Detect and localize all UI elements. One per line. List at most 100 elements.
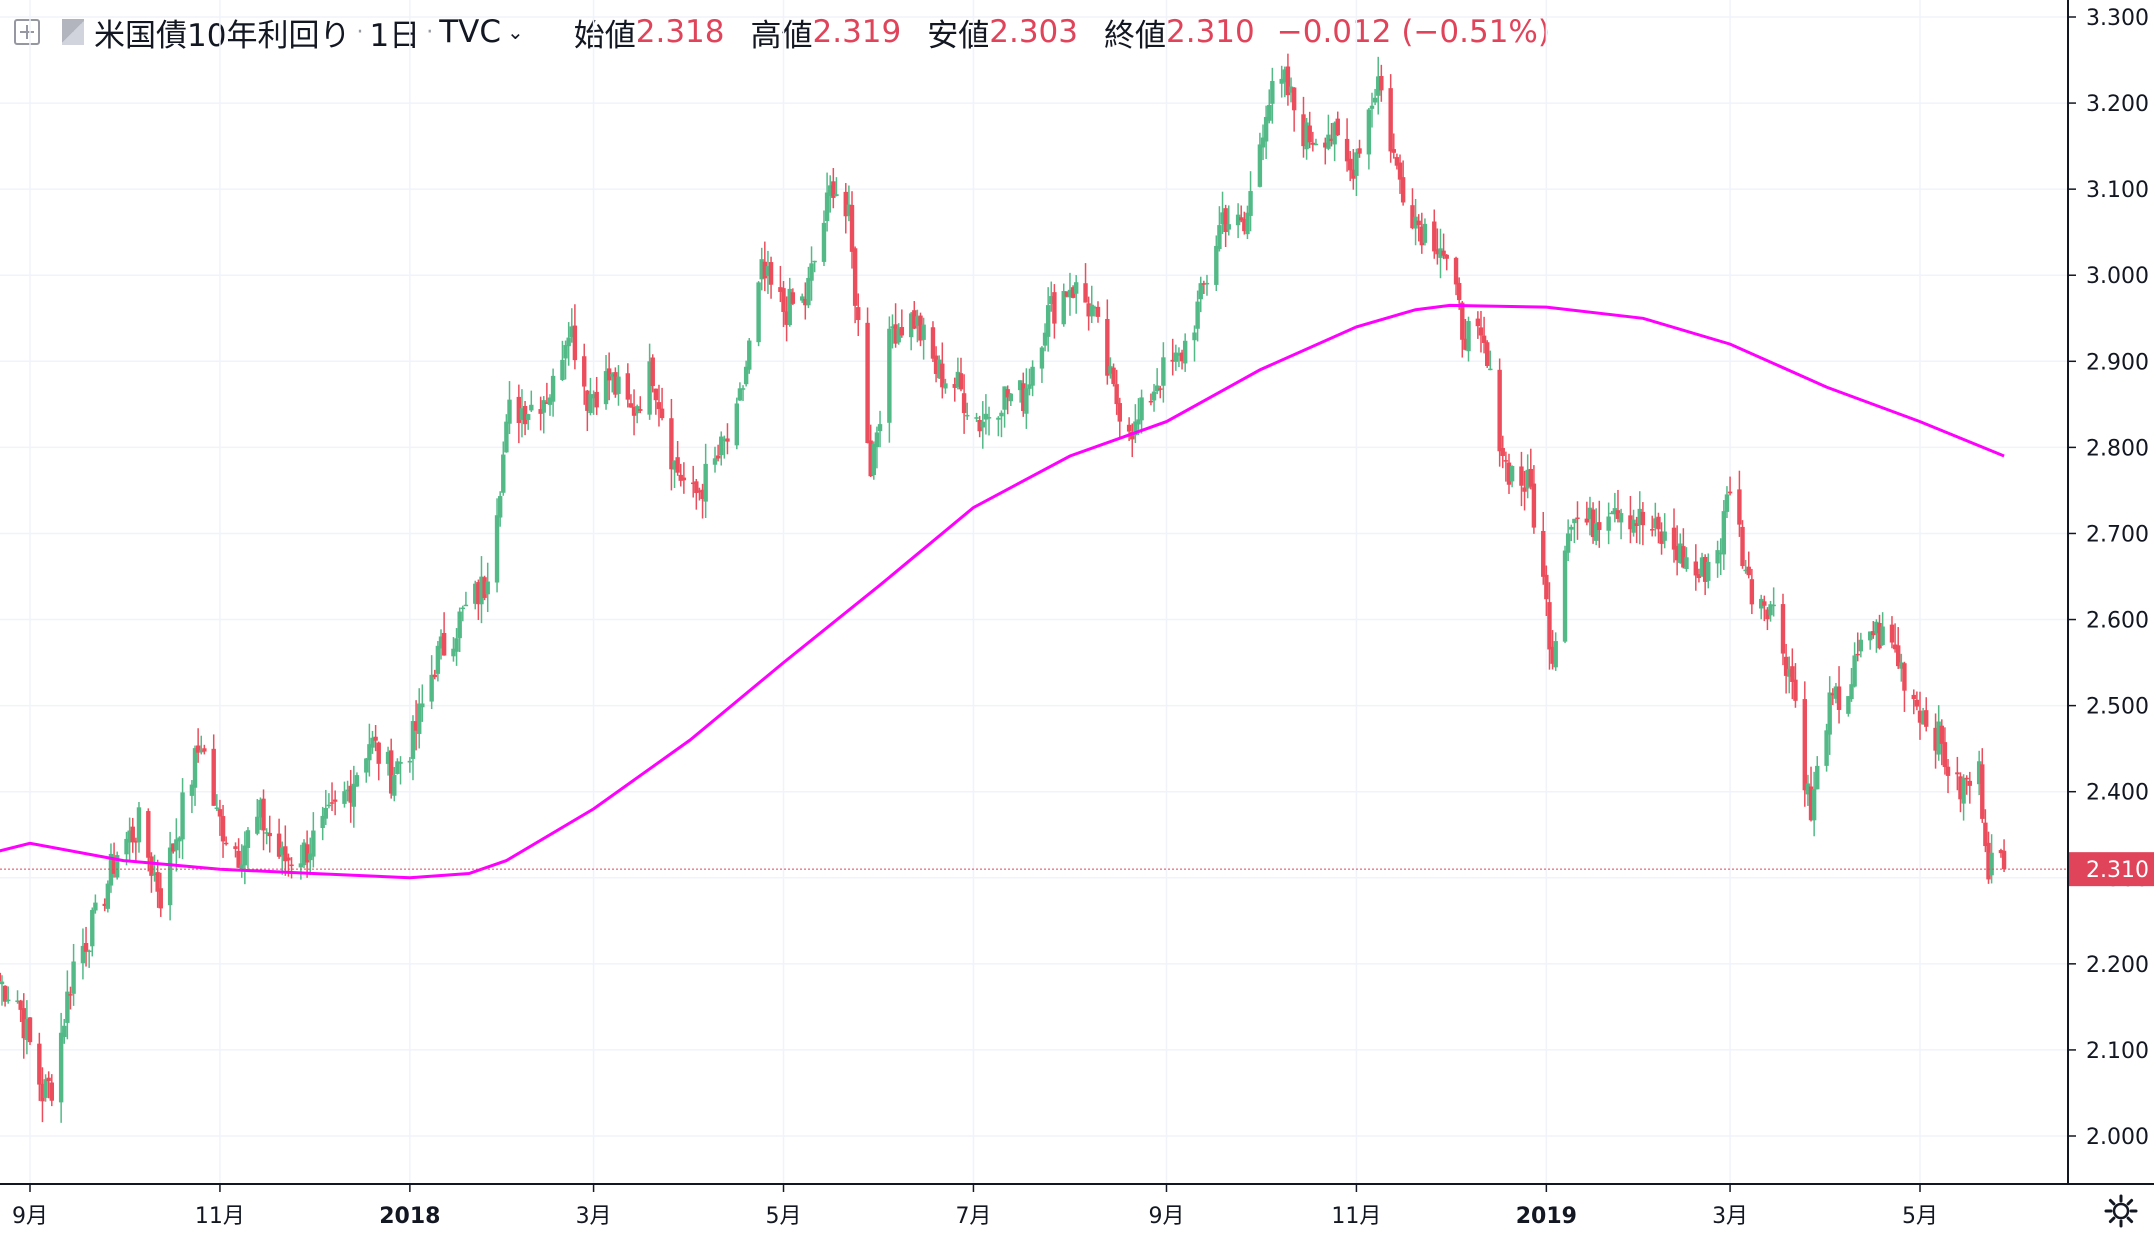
candle-body bbox=[1432, 221, 1437, 252]
candle-body bbox=[62, 1025, 67, 1038]
candle-body bbox=[43, 1079, 48, 1098]
candle-body bbox=[961, 393, 967, 414]
source-label[interactable]: TVC bbox=[439, 14, 501, 50]
candle-body bbox=[908, 313, 914, 338]
settings-gear-icon[interactable] bbox=[2104, 1194, 2138, 1228]
candle-body bbox=[1572, 518, 1577, 524]
candle-body bbox=[1593, 523, 1599, 541]
candle-body bbox=[659, 408, 665, 419]
symbol-name[interactable]: 米国債10年利回り bbox=[94, 17, 351, 54]
candle-body bbox=[1936, 721, 1941, 755]
candle-body bbox=[912, 310, 917, 329]
candle-body bbox=[80, 945, 86, 964]
candle-body bbox=[1650, 529, 1655, 531]
candle-body bbox=[413, 721, 419, 731]
candle-body bbox=[264, 832, 269, 834]
moving-average-line bbox=[0, 303, 2005, 880]
candle-body bbox=[1497, 369, 1502, 452]
candle-body bbox=[1615, 510, 1621, 519]
candle-body bbox=[1161, 357, 1166, 386]
candle-body bbox=[1892, 644, 1898, 650]
candle-body bbox=[1288, 86, 1294, 93]
y-tick-label: 2.400 bbox=[2086, 781, 2149, 806]
candle-body bbox=[501, 454, 506, 493]
candle-body bbox=[1986, 842, 1991, 880]
candle-body bbox=[177, 837, 182, 842]
candle-body bbox=[1696, 574, 1702, 579]
candle-body bbox=[977, 420, 982, 432]
candle-body bbox=[1133, 421, 1138, 436]
candle-body bbox=[943, 383, 948, 389]
candle-body bbox=[326, 804, 332, 807]
candle-body bbox=[1313, 143, 1319, 146]
candle-body bbox=[672, 460, 677, 470]
candle-body bbox=[980, 421, 985, 428]
candle-body bbox=[1021, 383, 1026, 412]
candle-body bbox=[1597, 522, 1602, 530]
candle-body bbox=[610, 374, 615, 377]
x-tick-label: 5月 bbox=[766, 1204, 802, 1229]
close-label: 終値 bbox=[1104, 17, 1166, 54]
candle-body bbox=[1802, 699, 1807, 791]
candle-body bbox=[1771, 604, 1776, 607]
candle-body bbox=[71, 961, 76, 994]
candle-body bbox=[454, 638, 459, 652]
candle-body bbox=[824, 192, 830, 222]
candle-body bbox=[1780, 604, 1786, 654]
high-label: 高値 bbox=[750, 17, 813, 54]
candle-body bbox=[211, 748, 216, 806]
candle-body bbox=[2, 985, 8, 1002]
candle-body bbox=[158, 888, 163, 909]
candle-body bbox=[1285, 66, 1291, 96]
candle-body bbox=[345, 789, 350, 792]
candle-body bbox=[1260, 137, 1266, 148]
candle-body bbox=[24, 1019, 30, 1040]
candle-body bbox=[1435, 249, 1440, 255]
last-price-text: 2.310 bbox=[2086, 858, 2149, 883]
candle-body bbox=[1201, 283, 1207, 285]
candle-body bbox=[1335, 118, 1340, 136]
candle-body bbox=[722, 439, 727, 441]
grid-lines bbox=[0, 0, 2068, 1184]
interval-label[interactable]: 1日 bbox=[369, 17, 421, 54]
candle-body bbox=[1484, 342, 1490, 366]
chevron-down-icon[interactable]: ⌄ bbox=[506, 20, 524, 44]
candle-body bbox=[547, 397, 553, 405]
candle-body bbox=[1410, 205, 1415, 229]
flag-icon[interactable] bbox=[62, 19, 84, 45]
candle-body bbox=[457, 611, 462, 639]
candle-body bbox=[1749, 579, 1755, 605]
candle-body bbox=[1117, 403, 1122, 422]
candle-body bbox=[1924, 710, 1929, 727]
candle-body bbox=[1002, 386, 1007, 410]
candle-body bbox=[1525, 469, 1530, 489]
candle-body bbox=[1192, 332, 1197, 341]
candle-body bbox=[388, 750, 394, 794]
candle-body bbox=[1506, 462, 1512, 485]
candle-body bbox=[40, 1083, 45, 1102]
candle-body bbox=[1366, 109, 1372, 155]
price-axis-bg bbox=[2068, 0, 2154, 1236]
candle-body bbox=[311, 830, 316, 857]
candle-body bbox=[1441, 250, 1446, 256]
candle-body bbox=[1743, 569, 1748, 572]
candle-body bbox=[1783, 656, 1789, 676]
candle-body bbox=[242, 845, 248, 866]
candle-body bbox=[650, 357, 655, 387]
candle-body bbox=[451, 648, 456, 657]
candle-body bbox=[1307, 125, 1312, 143]
candle-body bbox=[1553, 641, 1558, 668]
candle-body bbox=[1245, 212, 1250, 235]
candle-body bbox=[525, 414, 531, 420]
candle-body bbox=[1989, 852, 1994, 876]
candle-body bbox=[1509, 466, 1515, 482]
candle-body bbox=[1746, 566, 1751, 576]
candle-body bbox=[1027, 384, 1032, 389]
candle-body bbox=[843, 191, 848, 217]
candle-body bbox=[697, 490, 702, 493]
candle-body bbox=[68, 994, 73, 996]
candle-body bbox=[1541, 530, 1546, 577]
plus-square-icon[interactable] bbox=[14, 19, 40, 45]
candle-body bbox=[1659, 531, 1664, 544]
